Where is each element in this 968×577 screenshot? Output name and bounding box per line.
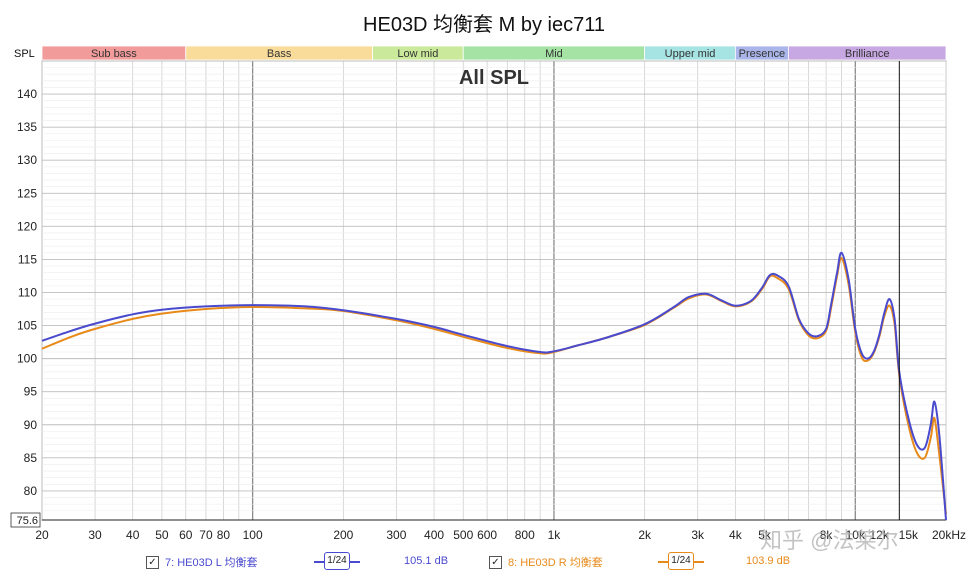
x-tick-600: 600 bbox=[477, 528, 497, 542]
y-tick-105: 105 bbox=[17, 319, 37, 333]
x-tick-2000: 2k bbox=[638, 528, 652, 542]
chart-title: HE03D 均衡套 M by iec711 bbox=[363, 13, 605, 36]
band-label-6: Brilliance bbox=[845, 48, 890, 60]
x-tick-5000: 5k bbox=[758, 528, 772, 542]
x-tick-80: 80 bbox=[217, 528, 231, 542]
plot-area bbox=[41, 60, 947, 521]
y-tick-90: 90 bbox=[24, 418, 38, 432]
band-label-0: Sub bass bbox=[91, 48, 137, 60]
series-left-level: 105.1 dB bbox=[404, 555, 449, 567]
smoothing-right-label: 1/24 bbox=[668, 552, 694, 570]
x-tick-10000: 10k bbox=[846, 528, 866, 542]
x-tick-100: 100 bbox=[243, 528, 263, 542]
y-tick-115: 115 bbox=[18, 252, 37, 266]
band-label-4: Upper mid bbox=[665, 48, 716, 60]
y-axis-label: SPL bbox=[14, 48, 35, 60]
x-tick-50: 50 bbox=[155, 528, 169, 542]
band-label-1: Bass bbox=[267, 48, 292, 60]
smoothing-left-label: 1/24 bbox=[324, 552, 350, 570]
y-tick-140: 140 bbox=[17, 87, 37, 101]
legend: ✓ 7: HE03D L 均衡套 1/24 105.1 dB ✓ 8: HE03… bbox=[0, 552, 968, 574]
legend-item-right: ✓ 8: HE03D R 均衡套 bbox=[489, 554, 603, 570]
y-tick-85: 85 bbox=[24, 451, 38, 465]
x-tick-20000: 20kHz bbox=[932, 528, 966, 542]
series-line-0 bbox=[41, 251, 947, 521]
x-tick-800: 800 bbox=[515, 528, 535, 542]
x-tick-40: 40 bbox=[126, 528, 140, 542]
y-tick-100: 100 bbox=[17, 352, 37, 366]
chart-subtitle: All SPL bbox=[459, 67, 529, 89]
x-tick-20: 20 bbox=[35, 528, 49, 542]
y-min-box bbox=[10, 512, 41, 528]
y-min-label: 75.6 bbox=[17, 515, 38, 527]
series-left-name: 7: HE03D L 均衡套 bbox=[165, 557, 258, 569]
series-right-name: 8: HE03D R 均衡套 bbox=[508, 557, 603, 569]
y-tick-125: 125 bbox=[17, 186, 37, 200]
band-6 bbox=[788, 45, 947, 61]
x-tick-400: 400 bbox=[424, 528, 444, 542]
series-right-checkbox[interactable]: ✓ bbox=[489, 555, 502, 569]
x-tick-60: 60 bbox=[179, 528, 193, 542]
y-tick-110: 110 bbox=[18, 285, 37, 299]
y-tick-80: 80 bbox=[24, 484, 38, 498]
legend-item-left: ✓ 7: HE03D L 均衡套 bbox=[146, 554, 258, 570]
series-right-level: 103.9 dB bbox=[746, 555, 791, 567]
band-label-2: Low mid bbox=[397, 48, 438, 60]
x-tick-15000: 15k bbox=[899, 528, 919, 542]
frequency-response-chart: HE03D 均衡套 M by iec711 SPL Sub bass Bass Lo… bbox=[10, 13, 966, 553]
x-tick-200: 200 bbox=[333, 528, 353, 542]
x-tick-500: 500 bbox=[453, 528, 473, 542]
x-tick-12000: 12k bbox=[869, 528, 889, 542]
series-right-smoothing[interactable]: 1/24 bbox=[658, 552, 704, 570]
x-tick-70: 70 bbox=[199, 528, 213, 542]
band-label-3: Mid bbox=[545, 48, 563, 60]
series-left-checkbox[interactable]: ✓ bbox=[146, 555, 159, 569]
series-left-smoothing[interactable]: 1/24 bbox=[314, 552, 360, 570]
x-tick-3000: 3k bbox=[691, 528, 705, 542]
x-tick-30: 30 bbox=[88, 528, 102, 542]
band-label-5: Presence bbox=[739, 48, 785, 60]
y-tick-120: 120 bbox=[17, 219, 37, 233]
x-tick-300: 300 bbox=[386, 528, 406, 542]
y-tick-130: 130 bbox=[17, 153, 37, 167]
x-tick-8000: 8k bbox=[820, 528, 834, 542]
y-tick-95: 95 bbox=[24, 385, 38, 399]
x-tick-4000: 4k bbox=[729, 528, 743, 542]
y-tick-135: 135 bbox=[17, 120, 37, 134]
x-tick-1000: 1k bbox=[548, 528, 562, 542]
watermark: 知乎 @法莱尔 bbox=[760, 528, 898, 552]
